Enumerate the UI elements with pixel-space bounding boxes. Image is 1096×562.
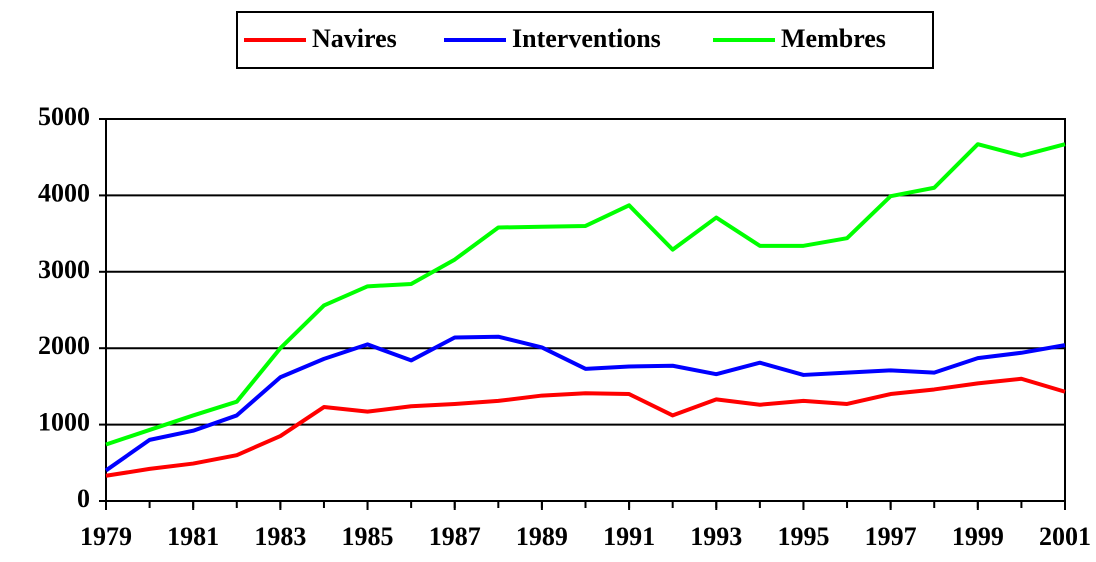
plot-frame [105,118,1066,502]
y-tick-label: 4000 [38,178,90,207]
series-line [105,142,1066,447]
x-tick-label: 2001 [1039,522,1091,551]
y-tick-label: 0 [77,484,90,513]
legend-box [236,11,934,69]
y-tick-label: 2000 [38,331,90,360]
x-tick-label: 1997 [865,522,917,551]
legend-label: Navires [312,24,397,53]
x-tick-label: 1989 [516,522,568,551]
x-tick-label: 1999 [952,522,1004,551]
y-tick-label: 5000 [38,102,90,131]
x-tick-label: 1993 [690,522,742,551]
x-tick-label: 1979 [80,522,132,551]
x-tick-label: 1987 [429,522,481,551]
y-tick-label: 3000 [38,255,90,284]
series-line [105,376,1066,478]
x-tick-label: 1983 [254,522,306,551]
x-tick-label: 1981 [167,522,219,551]
legend-label: Interventions [512,24,661,53]
x-tick-label: 1995 [777,522,829,551]
x-tick-label: 1991 [603,522,655,551]
y-tick-label: 1000 [38,408,90,437]
x-tick-label: 1985 [342,522,394,551]
legend-label: Membres [781,24,886,53]
series-line [104,334,1066,473]
